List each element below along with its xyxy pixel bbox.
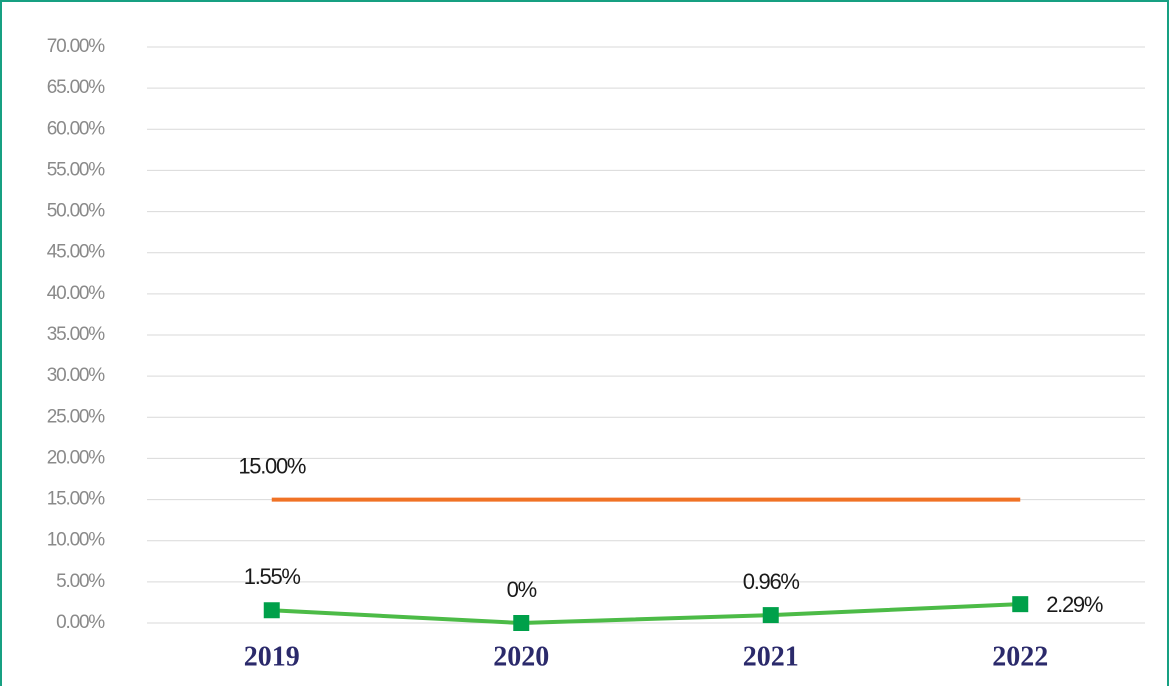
y-tick-label: 25.00% (47, 406, 106, 427)
marker (513, 615, 530, 631)
marker (1012, 596, 1029, 613)
y-tick-label: 40.00% (47, 283, 106, 304)
y-tick-label: 55.00% (47, 159, 106, 180)
x-tick-label: 2021 (743, 641, 799, 672)
y-tick-label: 65.00% (47, 77, 106, 98)
marker (762, 607, 779, 624)
data-label: 1.55% (244, 564, 301, 589)
y-tick-label: 50.00% (47, 201, 106, 222)
y-tick-label: 70.00% (47, 36, 106, 57)
y-tick-label: 0.00% (56, 612, 105, 633)
y-tick-label: 20.00% (47, 447, 106, 468)
series-line (271, 602, 1021, 626)
y-tick-label: 10.00% (47, 530, 106, 551)
data-label: 0% (507, 577, 537, 602)
data-label: 0.96% (743, 569, 800, 594)
y-tick-label: 60.00% (47, 118, 106, 139)
y-tick-label: 5.00% (56, 571, 105, 592)
x-tick-label: 2022 (992, 641, 1048, 672)
y-tick-label: 30.00% (47, 365, 106, 386)
marker (263, 602, 280, 619)
x-tick-label: 2019 (244, 641, 300, 672)
y-tick-label: 15.00% (47, 489, 106, 510)
data-label: 2.29% (1046, 592, 1103, 617)
data-label: 15.00% (238, 453, 306, 478)
y-tick-label: 35.00% (47, 324, 106, 345)
x-tick-label: 2020 (493, 641, 549, 672)
y-tick-label: 45.00% (47, 242, 106, 263)
